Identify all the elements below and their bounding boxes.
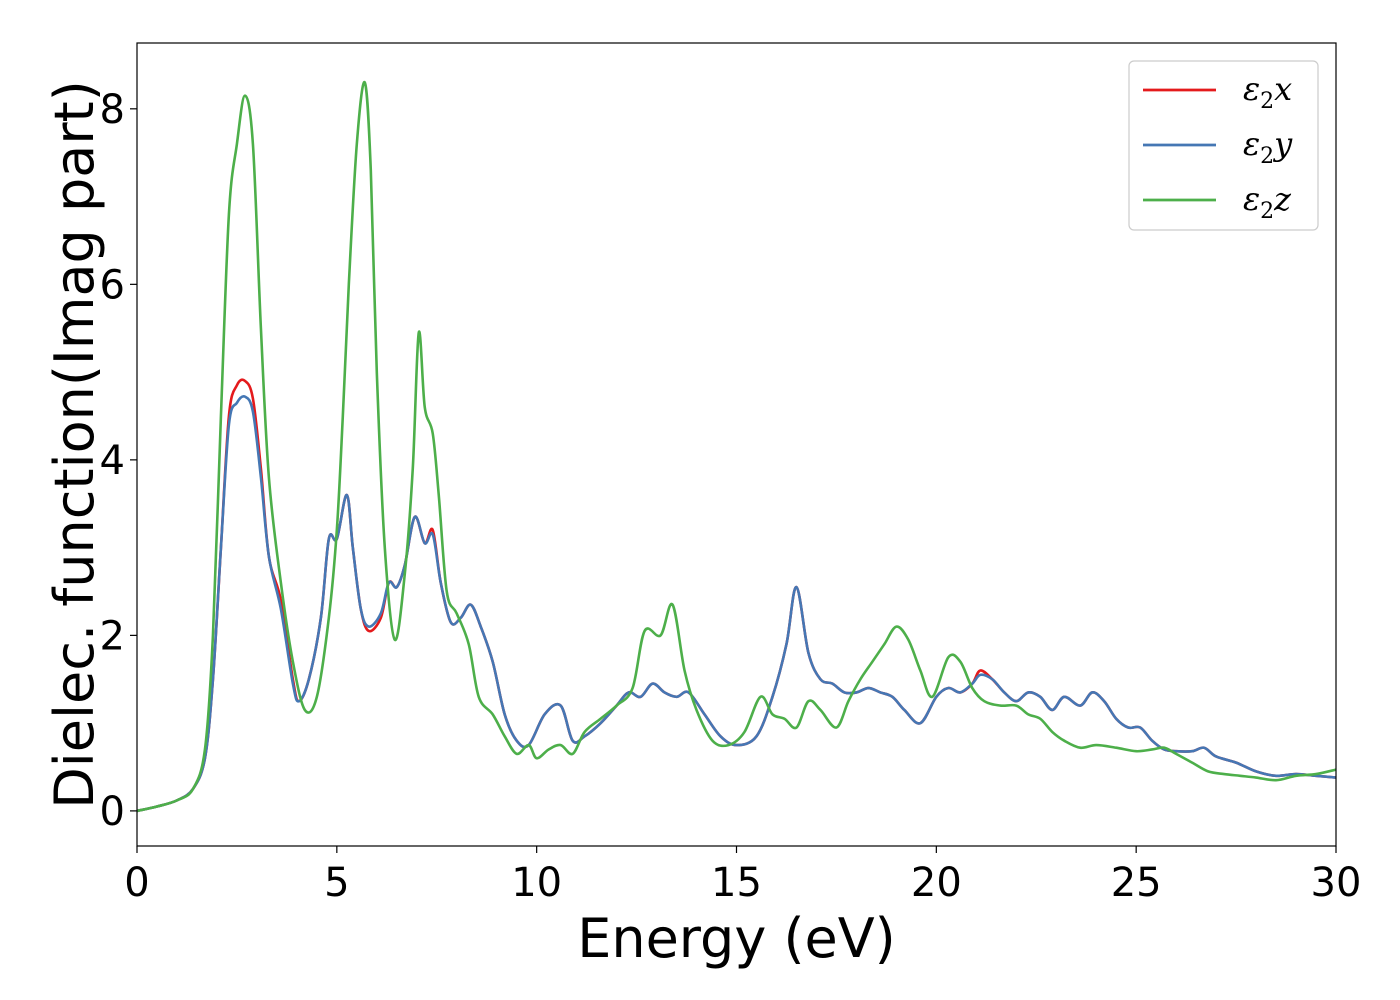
- x-tick-label: 20: [911, 860, 962, 906]
- x-tick-label: 25: [1111, 860, 1162, 906]
- x-tick-label: 30: [1311, 860, 1362, 906]
- x-axis-label: Energy (eV): [577, 907, 896, 970]
- x-tick-label: 5: [324, 860, 349, 906]
- y-tick-label: 4: [100, 438, 125, 484]
- y-tick-label: 6: [100, 262, 125, 308]
- legend-label-y: ε2y: [1243, 125, 1293, 169]
- legend-label-x: ε2x: [1243, 70, 1292, 114]
- series-layer: [136, 81, 1337, 813]
- legend: ε2x ε2y ε2z: [1128, 60, 1319, 231]
- series-line-z: [136, 81, 1337, 813]
- y-tick-label: 0: [100, 789, 125, 835]
- x-axis-ticks: 0 5 10 15 20 25 30: [124, 846, 1361, 906]
- y-axis-ticks: 0 2 4 6 8: [100, 87, 137, 835]
- legend-label-z: ε2z: [1243, 180, 1292, 224]
- y-tick-label: 2: [100, 613, 125, 659]
- y-axis-label: Dielec. function(Imag part): [43, 80, 106, 809]
- x-tick-label: 10: [511, 860, 562, 906]
- y-tick-label: 8: [100, 87, 125, 133]
- x-tick-label: 0: [124, 860, 149, 906]
- x-tick-label: 15: [711, 860, 762, 906]
- legend-box: [1128, 60, 1319, 231]
